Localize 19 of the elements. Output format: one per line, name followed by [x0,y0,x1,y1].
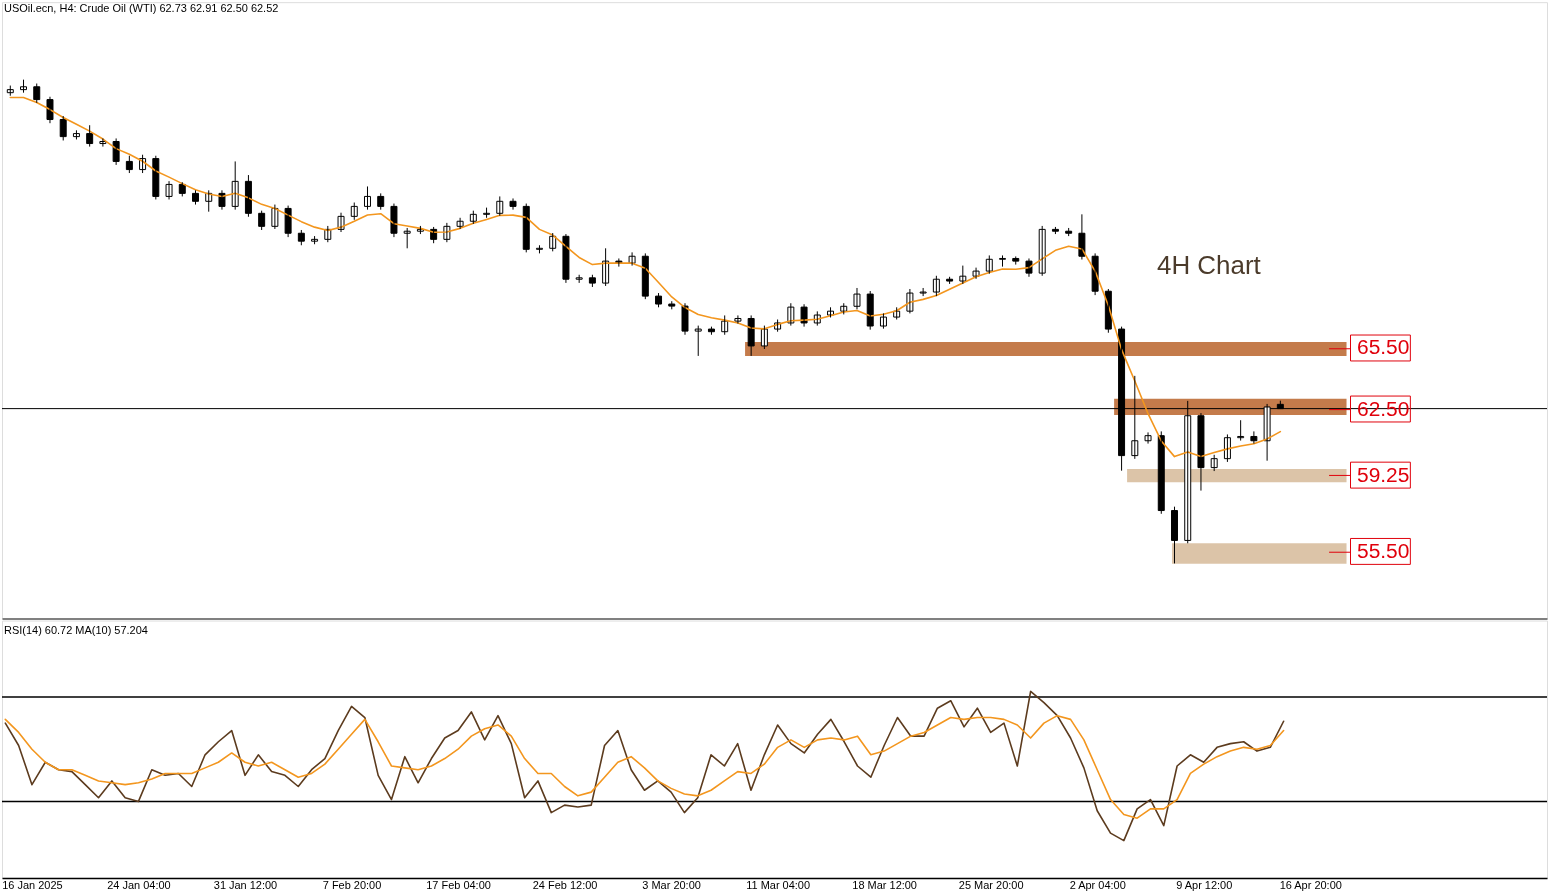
x-tick-label: 17 Feb 04:00 [426,879,491,891]
annotation: 4H Chart [1157,251,1262,280]
y-tick-label: 55.50 [1357,538,1410,562]
x-tick-label: 7 Feb 20:00 [322,879,382,891]
x-tick-label: 3 Mar 20:00 [642,879,701,891]
x-tick-label: 24 Jan 04:00 [107,879,171,891]
x-tick-label: 25 Mar 20:00 [958,879,1024,891]
x-tick-label: 11 Mar 04:00 [746,879,811,891]
x-tick-label: 2 Apr 04:00 [1069,879,1126,891]
x-tick-label: 9 Apr 12:00 [1176,879,1233,891]
x-tick-label: 16 Jan 2025 [2,879,63,891]
chart-title: USOil.ecn, H4: Crude Oil (WTI) 62.73 62.91 62.50 62.52 [3,2,279,15]
chart-title: RSI(14) 60.72 MA(10) 57.204 [3,623,148,636]
x-tick-label: 24 Feb 12:00 [532,879,598,891]
y-tick-label: 59.25 [1357,462,1410,486]
x-tick-label: 16 Apr 20:00 [1279,879,1342,891]
y-tick-label: 65.50 [1357,335,1410,359]
x-tick-label: 31 Jan 12:00 [213,879,278,891]
x-tick-label: 18 Mar 12:00 [852,879,917,891]
